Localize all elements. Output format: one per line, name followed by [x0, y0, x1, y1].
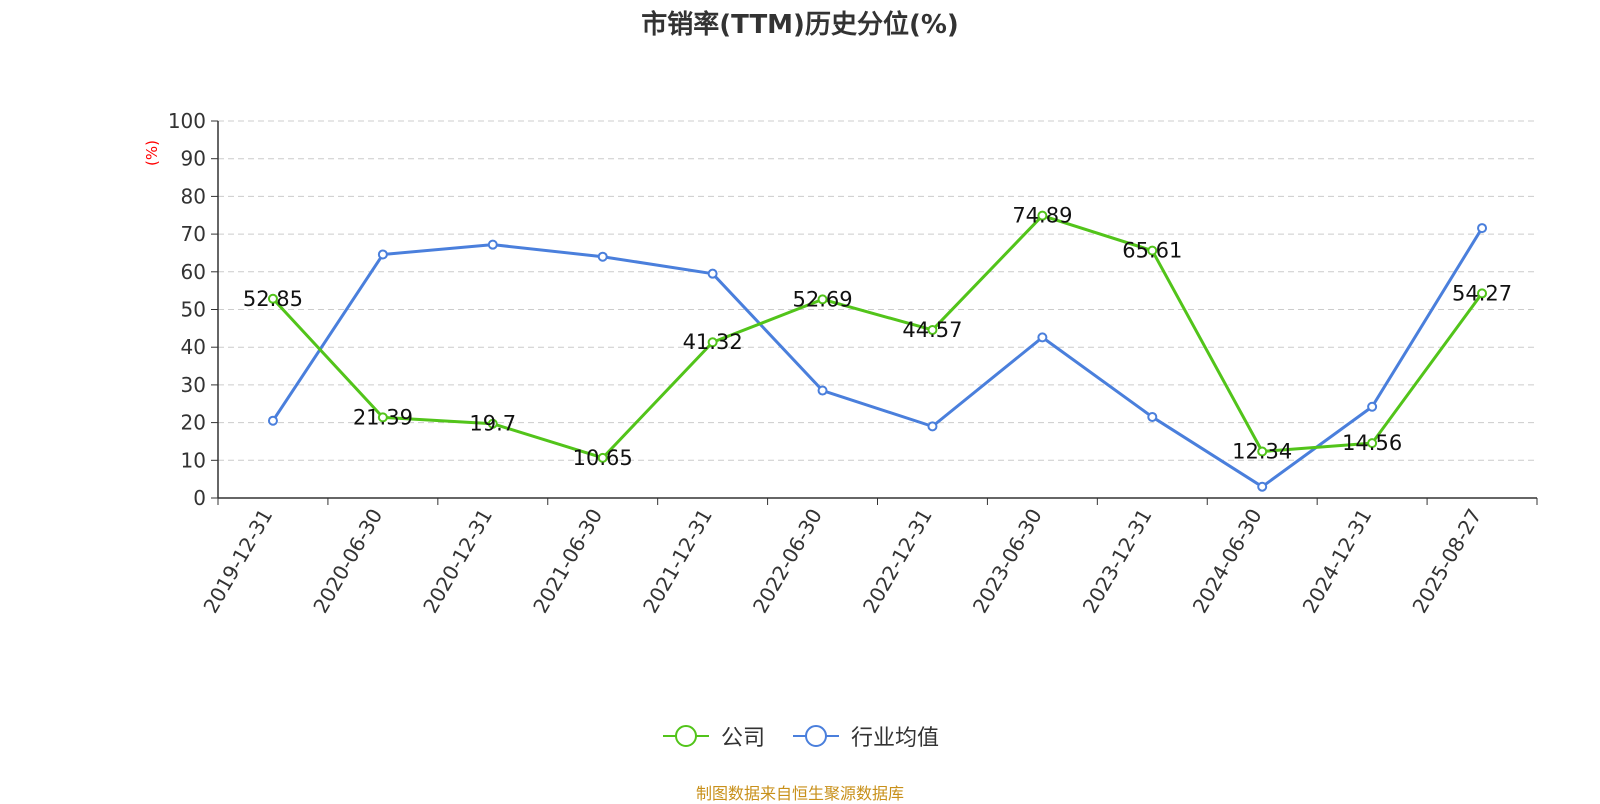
data-label: 54.27 — [1452, 281, 1512, 305]
y-tick-label: 20 — [181, 411, 206, 435]
data-label: 52.69 — [792, 287, 852, 311]
data-label: 65.61 — [1122, 239, 1182, 263]
data-point — [597, 251, 608, 262]
x-tick-label: 2021-06-30 — [528, 505, 607, 618]
x-tick-label: 2023-06-30 — [968, 505, 1047, 618]
data-label: 10.65 — [573, 446, 633, 470]
legend-swatch-icon — [662, 725, 709, 747]
y-tick-label: 90 — [181, 147, 206, 171]
x-tick-label: 2024-06-30 — [1188, 505, 1267, 618]
y-tick-label: 100 — [168, 109, 206, 133]
data-point — [487, 418, 498, 429]
data-point — [487, 239, 498, 250]
data-label: 21.39 — [353, 405, 413, 429]
y-tick-label: 70 — [181, 222, 206, 246]
y-tick-label: 50 — [181, 298, 206, 322]
data-label: 44.57 — [902, 318, 962, 342]
data-point — [377, 249, 388, 260]
x-tick-label: 2024-12-31 — [1298, 505, 1377, 618]
data-point — [1257, 481, 1268, 492]
x-tick-label: 2022-12-31 — [858, 504, 937, 617]
data-point — [267, 415, 278, 426]
legend-label: 行业均值 — [851, 726, 940, 751]
data-label: 52.85 — [243, 287, 303, 311]
data-point — [1147, 245, 1158, 256]
y-tick-label: 80 — [181, 184, 206, 208]
x-tick-label: 2020-12-31 — [418, 504, 497, 617]
data-label: 41.32 — [683, 330, 743, 354]
series-line — [271, 214, 1484, 460]
legend-item[interactable]: 行业均值 — [791, 720, 939, 752]
y-axis-label: (%) — [143, 140, 161, 166]
legend-swatch-marker — [674, 725, 697, 747]
axes: 0 10 20 30 40 50 60 70 80 90 100 2019-12-31 2020-06-… — [168, 109, 1538, 618]
data-point — [927, 324, 938, 335]
data-point — [817, 294, 828, 305]
data-label: 14.56 — [1342, 431, 1402, 455]
legend-item[interactable]: 公司 — [661, 720, 765, 752]
y-tick-label: 30 — [181, 373, 206, 397]
data-point — [817, 385, 828, 396]
data-label: 74.89 — [1012, 204, 1072, 228]
data-point — [597, 452, 608, 463]
line-chart: 0 10 20 30 40 50 60 70 80 90 100 2019-12-31 2020-06-… — [143, 109, 1538, 618]
data-label: 12.34 — [1232, 439, 1292, 463]
y-tick-label: 60 — [181, 260, 206, 284]
data-point — [1037, 210, 1048, 221]
series-line — [271, 227, 1484, 489]
x-tick-label: 2019-12-31 — [198, 505, 277, 618]
x-tick-label: 2025-08-27 — [1407, 505, 1486, 618]
data-labels: 52.85 21.39 19.7 10.65 41.32 52.69 44.57 74.89 6… — [243, 204, 1512, 470]
x-tick-label: 2021-12-31 — [638, 505, 717, 618]
data-point — [1037, 332, 1048, 343]
data-point — [707, 337, 718, 348]
data-point — [1477, 223, 1488, 234]
data-label: 19.7 — [469, 412, 516, 436]
y-tick-label: 40 — [181, 335, 206, 359]
x-tick-label: 2023-12-31 — [1078, 505, 1157, 618]
data-point — [1367, 438, 1378, 449]
data-point — [707, 268, 718, 279]
y-tick-label: 0 — [193, 486, 206, 510]
data-point — [267, 293, 278, 304]
data-point — [1367, 401, 1378, 412]
y-tick-label: 10 — [181, 448, 206, 472]
legend-label: 公司 — [720, 726, 765, 751]
source-note: 制图数据来自恒生聚源数据库 — [695, 784, 904, 803]
legend-swatch-icon — [793, 725, 839, 747]
x-tick-label: 2020-06-30 — [308, 505, 387, 618]
data-point — [377, 412, 388, 423]
data-point — [1257, 446, 1268, 457]
data-point — [1477, 288, 1488, 299]
x-tick-label: 2022-06-30 — [748, 505, 827, 618]
data-point — [927, 421, 938, 432]
legend-swatch-marker — [805, 725, 827, 747]
series — [267, 210, 1488, 492]
data-point — [1147, 411, 1158, 422]
legend: 公司 行业均值 — [0, 720, 1600, 752]
chart-title: 市销率(TTM)历史分位(%) — [641, 10, 959, 40]
